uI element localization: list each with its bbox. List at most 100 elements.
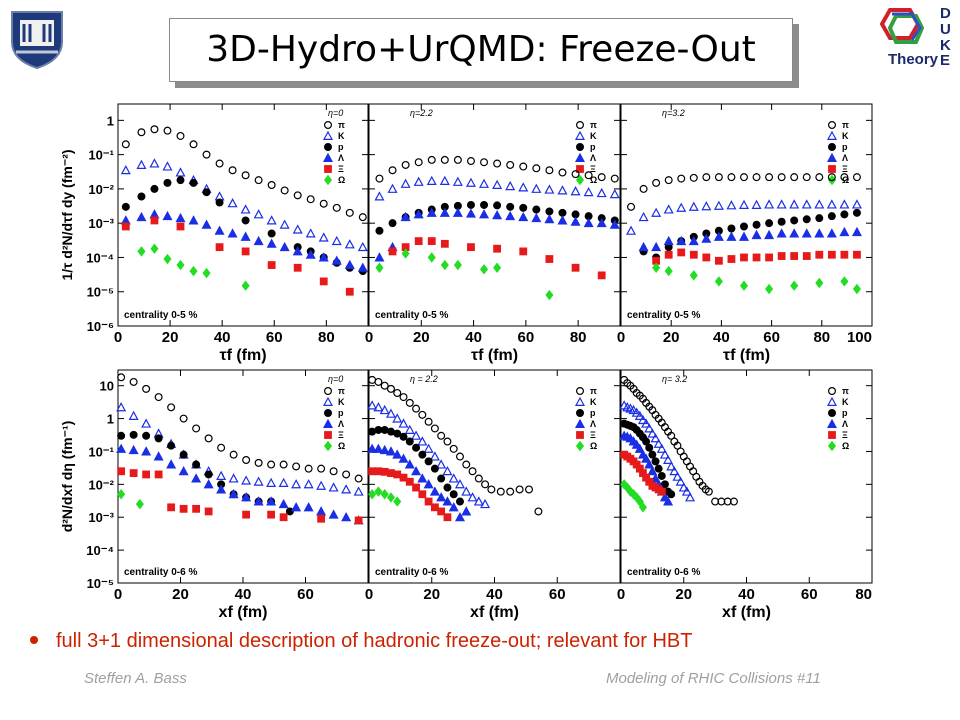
data-point <box>688 235 699 246</box>
data-point <box>815 250 824 259</box>
data-point <box>418 490 427 499</box>
data-point <box>163 126 172 135</box>
data-point <box>374 191 385 201</box>
data-point <box>664 176 673 185</box>
data-point <box>342 470 351 479</box>
data-point <box>505 180 516 191</box>
data-point <box>801 199 812 209</box>
x-tick-label: 40 <box>214 329 231 346</box>
data-point <box>266 496 277 506</box>
data-point <box>167 503 176 512</box>
data-point <box>452 207 463 217</box>
data-point <box>267 510 276 519</box>
data-point <box>738 231 749 241</box>
data-point <box>380 381 389 390</box>
legend-marker <box>323 174 333 186</box>
data-point <box>448 502 459 512</box>
data-point <box>150 216 159 225</box>
data-point <box>216 484 227 494</box>
data-point <box>149 158 160 168</box>
data-point <box>267 261 276 269</box>
data-point <box>117 489 126 500</box>
data-point <box>596 187 607 198</box>
data-point <box>278 498 289 509</box>
data-point <box>215 198 224 207</box>
data-point <box>137 246 146 257</box>
data-point <box>839 226 850 237</box>
panel-frame-1 <box>117 103 369 327</box>
data-point <box>341 484 352 494</box>
data-point <box>430 503 439 512</box>
data-point <box>689 250 698 259</box>
data-point <box>659 449 670 459</box>
data-point <box>739 280 749 291</box>
data-point <box>427 237 436 245</box>
legend-marker <box>575 174 585 186</box>
y-axis-label: d²N/dxf dη (fm⁻¹) <box>59 421 75 533</box>
data-point <box>681 486 692 496</box>
data-point <box>531 212 542 223</box>
data-point <box>518 211 529 222</box>
data-point <box>279 219 290 229</box>
data-point <box>739 222 748 231</box>
data-point <box>765 219 774 228</box>
data-point <box>802 173 811 182</box>
data-point <box>776 199 787 209</box>
data-point <box>765 173 774 182</box>
data-point <box>815 214 824 223</box>
y-tick-label: 10⁻⁴ <box>86 250 114 265</box>
data-point <box>827 250 836 259</box>
legend-marker <box>826 130 838 140</box>
centrality-label: centrality 0-5 % <box>627 310 700 321</box>
data-point <box>279 460 288 469</box>
data-point <box>666 461 677 471</box>
data-point <box>328 509 339 519</box>
data-point <box>178 465 189 476</box>
data-point <box>653 438 664 448</box>
x-tick-label: 60 <box>518 329 535 346</box>
data-point <box>129 430 138 439</box>
x-tick-label: 40 <box>713 329 730 346</box>
data-point <box>285 507 294 516</box>
data-point <box>241 247 250 256</box>
data-point <box>545 289 554 301</box>
legend-label: π <box>590 386 597 396</box>
data-point <box>638 241 649 252</box>
data-point <box>405 398 414 407</box>
data-point <box>702 253 711 262</box>
data-point <box>318 232 329 242</box>
data-point <box>480 158 489 167</box>
data-point <box>153 451 164 461</box>
data-point <box>329 467 338 476</box>
data-point <box>345 208 354 217</box>
data-point <box>442 465 453 476</box>
legend-marker <box>322 152 334 162</box>
data-point <box>437 431 446 440</box>
data-point <box>189 140 198 149</box>
slide-title-box: 3D-Hydro+UrQMD: Freeze-Out <box>169 18 793 82</box>
data-point <box>417 473 428 483</box>
x-tick-label: 0 <box>114 329 122 346</box>
data-point <box>492 179 503 189</box>
x-tick-label: 20 <box>162 329 179 346</box>
data-point <box>215 159 224 168</box>
data-point <box>375 226 384 235</box>
eta-annotation: η=2.2 <box>410 108 433 118</box>
data-point <box>293 263 302 272</box>
data-point <box>519 203 528 212</box>
duke-theory-logo: D U K E Theory <box>876 4 956 73</box>
data-point <box>467 243 475 252</box>
data-point <box>116 443 127 453</box>
legend-label: Ω <box>338 175 345 185</box>
data-point <box>439 175 450 186</box>
data-point <box>480 264 489 275</box>
data-point <box>669 465 680 476</box>
data-point <box>204 434 213 443</box>
data-point <box>610 174 619 183</box>
x-tick-label: 40 <box>738 586 755 603</box>
data-point <box>142 431 151 440</box>
legend-label: p <box>338 142 344 152</box>
data-point <box>303 479 314 489</box>
data-point <box>141 418 152 428</box>
data-point <box>583 217 594 228</box>
